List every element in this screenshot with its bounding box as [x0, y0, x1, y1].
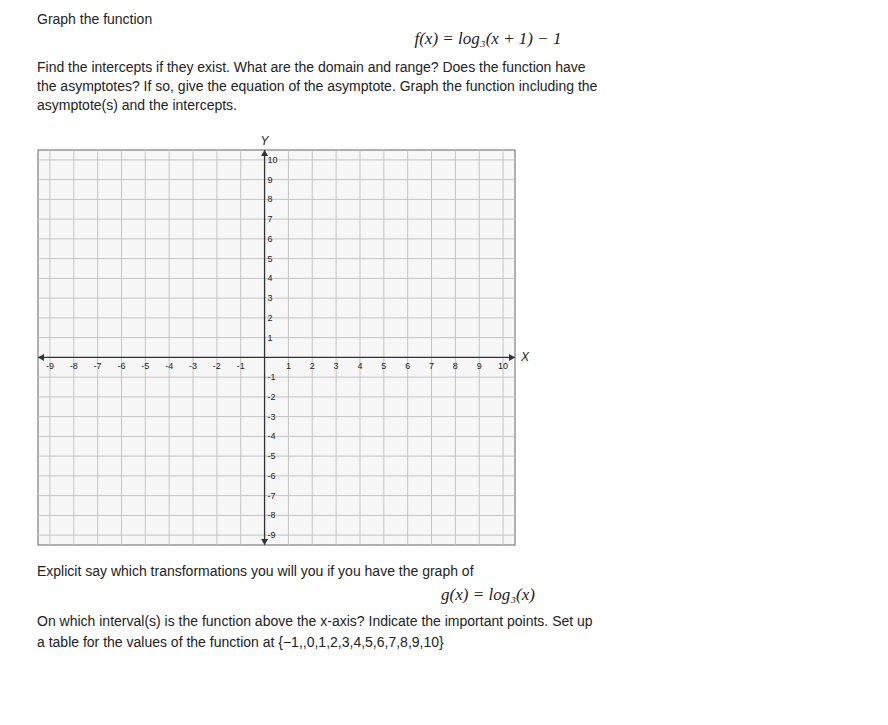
y-tick-label: -6 [268, 471, 276, 481]
grid-line [38, 535, 515, 536]
axis-arrow [38, 354, 44, 361]
annotation: asymptote(s) and the intercepts. [37, 97, 237, 113]
x-tick-label: -2 [213, 361, 221, 371]
grid-line [38, 199, 515, 200]
annotation: Find the intercepts if they exist. What … [37, 59, 586, 75]
grid-line [38, 436, 515, 437]
grid-line [216, 150, 217, 545]
y-tick-label: 8 [268, 194, 273, 204]
y-tick-label: 3 [268, 293, 273, 303]
grid-line [455, 150, 456, 545]
x-tick-label: 8 [453, 361, 458, 371]
y-tick-label: -2 [268, 392, 276, 402]
x-tick-label: 10 [498, 361, 508, 371]
y-tick-label: -3 [268, 412, 276, 422]
x-tick-label: -6 [117, 361, 125, 371]
grid-line [38, 515, 515, 516]
grid-line [49, 150, 50, 545]
grid-line [145, 150, 146, 545]
grid-line [38, 396, 515, 397]
x-axis [38, 357, 515, 358]
grid-line [359, 150, 360, 545]
grid-line [312, 150, 313, 545]
title: Graph the function [37, 11, 152, 27]
grid-line [431, 150, 432, 545]
grid-line [407, 150, 408, 545]
grid-line [38, 495, 515, 496]
grid-line [240, 150, 241, 545]
x-tick-label: -7 [94, 361, 102, 371]
y-tick-label: -4 [268, 431, 276, 441]
grid-line [38, 416, 515, 417]
y-tick-label: -8 [268, 510, 276, 520]
grid-line [97, 150, 98, 545]
grid [38, 150, 515, 545]
y-tick-label: -1 [268, 372, 276, 382]
x-tick-label: 5 [381, 361, 386, 371]
x-tick-label: 6 [405, 361, 410, 371]
grid-line [38, 456, 515, 457]
y-tick-label: -5 [268, 451, 276, 461]
y-tick-label: 2 [268, 313, 273, 323]
x-tick-label: 2 [310, 361, 315, 371]
x-tick-label: 7 [429, 361, 434, 371]
tick-labels: -9 -8 -7 -6 -5 -4 -3 -2 -1 1 2 3 4 5 6 7 8 9 10 -9 -8 -7 -6 -5 -… [46, 155, 508, 540]
formula: g(x) = log₃(x) [441, 585, 535, 604]
grid-line [121, 150, 122, 545]
grid-line [479, 150, 480, 545]
annotation: On which interval(s) is the function abo… [37, 613, 593, 629]
annotation: Explicit say which transformations you w… [37, 563, 474, 579]
grid-line [38, 179, 515, 180]
y-tick-label: 6 [268, 234, 273, 244]
formula: f(x) = log₃(x + 1) − 1 [414, 29, 561, 48]
x-tick-label: -4 [165, 361, 173, 371]
grid-line [38, 337, 515, 338]
y-tick-label: -7 [268, 491, 276, 501]
annotation: the asymptotes? If so, give the equation… [37, 78, 598, 94]
x-tick-label: -1 [237, 361, 245, 371]
grid-line [193, 150, 194, 545]
grid-line [38, 317, 515, 318]
y-tick-label: -9 [268, 530, 276, 540]
y-axis-label: Y [261, 134, 270, 148]
x-axis-label: X [520, 350, 530, 364]
grid-line [336, 150, 337, 545]
y-tick-label: 1 [268, 333, 273, 343]
y-axis [264, 150, 265, 545]
annotation: a table for the values of the function a… [37, 634, 444, 650]
grid-line [288, 150, 289, 545]
grid-line [503, 150, 504, 545]
x-tick-label: -8 [70, 361, 78, 371]
grid-line [169, 150, 170, 545]
x-tick-label: 9 [477, 361, 482, 371]
plot-frame [38, 150, 515, 545]
x-tick-label: 1 [286, 361, 291, 371]
y-tick-label: 4 [268, 273, 273, 283]
grid-line [38, 475, 515, 476]
plot-area [38, 150, 515, 545]
y-tick-label: 5 [268, 254, 273, 264]
axis-arrow [509, 354, 515, 361]
x-tick-label: 3 [334, 361, 339, 371]
x-tick-label: -9 [46, 361, 54, 371]
chart: Graph the function f(x) = log₃(x + 1) − 1… [0, 0, 888, 725]
grid-line [38, 377, 515, 378]
y-tick-label: 9 [268, 175, 273, 185]
grid-line [38, 278, 515, 279]
x-tick-label: -3 [189, 361, 197, 371]
y-tick-label: 10 [268, 155, 278, 165]
x-tick-label: 4 [357, 361, 362, 371]
grid-line [38, 258, 515, 259]
y-tick-label: 7 [268, 214, 273, 224]
grid-line [38, 219, 515, 220]
grid-line [383, 150, 384, 545]
grid-line [38, 238, 515, 239]
grid-line [73, 150, 74, 545]
grid-line [38, 298, 515, 299]
x-tick-label: -5 [141, 361, 149, 371]
